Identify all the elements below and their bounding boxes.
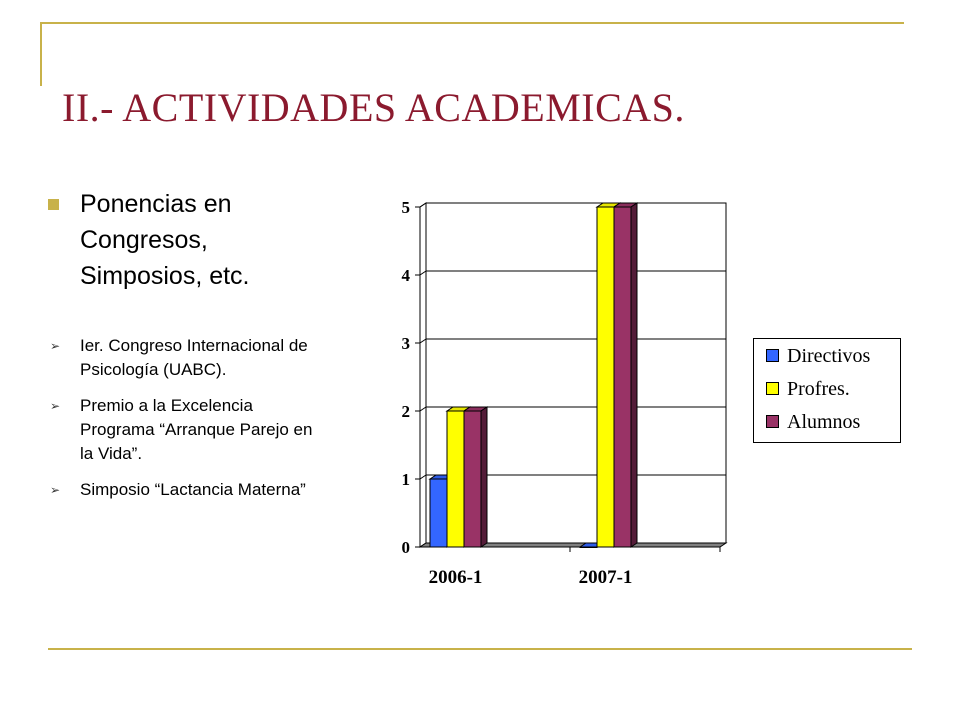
sub-bullet-text: Simposio “Lactancia Materna”: [80, 480, 306, 499]
sub-bullet: ➢ Simposio “Lactancia Materna”: [44, 478, 320, 502]
arrow-bullet-icon: ➢: [50, 399, 61, 413]
sub-bullet-text: Ier. Congreso Internacional de Psicologí…: [80, 336, 308, 379]
gridline-side: [419, 270, 427, 276]
gridline-side: [419, 406, 427, 412]
main-bullet-text: Ponencias en Congresos, Simposios, etc.: [80, 190, 250, 290]
bar-side: [630, 202, 638, 548]
legend-swatch: [766, 348, 779, 362]
legend-item: Directivos: [766, 344, 870, 368]
frame-bottom-line: [48, 648, 912, 650]
legend-item: Alumnos: [766, 410, 860, 434]
legend-swatch: [766, 381, 779, 395]
legend-label: Alumnos: [787, 411, 861, 433]
y-tick-label: 5: [402, 198, 411, 217]
gridline-side: [419, 202, 427, 208]
sub-bullet-list: ➢ Ier. Congreso Internacional de Psicolo…: [44, 334, 334, 502]
bar-chart: 0 1 2 3 4 5 2006-1 2007-1: [402, 198, 728, 588]
sub-bullet-text: Premio a la Excelencia Programa “Arranqu…: [80, 396, 313, 463]
x-tick-label: 2006-1: [429, 567, 483, 588]
y-tick-label: 2: [402, 402, 411, 421]
frame-left-line: [40, 22, 42, 86]
arrow-bullet-icon: ➢: [50, 339, 61, 353]
arrow-bullet-icon: ➢: [50, 483, 61, 497]
legend-swatch: [766, 414, 779, 428]
gridline-side: [419, 338, 427, 344]
legend-item: Profres.: [766, 377, 850, 401]
square-bullet-icon: [48, 199, 59, 210]
gridline-side: [419, 474, 427, 480]
sub-bullet: ➢ Premio a la Excelencia Programa “Arran…: [44, 394, 320, 466]
bar-alumnos: [463, 410, 482, 548]
bar-alumnos: [613, 206, 632, 548]
frame-top-line: [40, 22, 904, 24]
bullet-list: Ponencias en Congresos, Simposios, etc. …: [44, 186, 334, 514]
bar-profres: [596, 206, 615, 548]
y-tick-label: 1: [402, 470, 411, 489]
x-tick-label: 2007-1: [579, 567, 633, 588]
y-tick-label: 3: [402, 334, 411, 353]
main-bullet: Ponencias en Congresos, Simposios, etc.: [44, 186, 334, 294]
y-tick-label: 0: [402, 538, 411, 557]
y-tick-label: 4: [402, 266, 411, 285]
slide-title: II.- ACTIVIDADES ACADEMICAS.: [62, 85, 685, 130]
bar-profres: [446, 410, 465, 548]
chart-legend: Directivos Profres. Alumnos: [753, 338, 901, 443]
sub-bullet: ➢ Ier. Congreso Internacional de Psicolo…: [44, 334, 320, 382]
legend-label: Directivos: [787, 345, 871, 367]
bar-side: [480, 406, 488, 548]
legend-label: Profres.: [787, 378, 850, 400]
plot-left-wall: [419, 202, 427, 548]
bar-directivos: [429, 478, 448, 548]
